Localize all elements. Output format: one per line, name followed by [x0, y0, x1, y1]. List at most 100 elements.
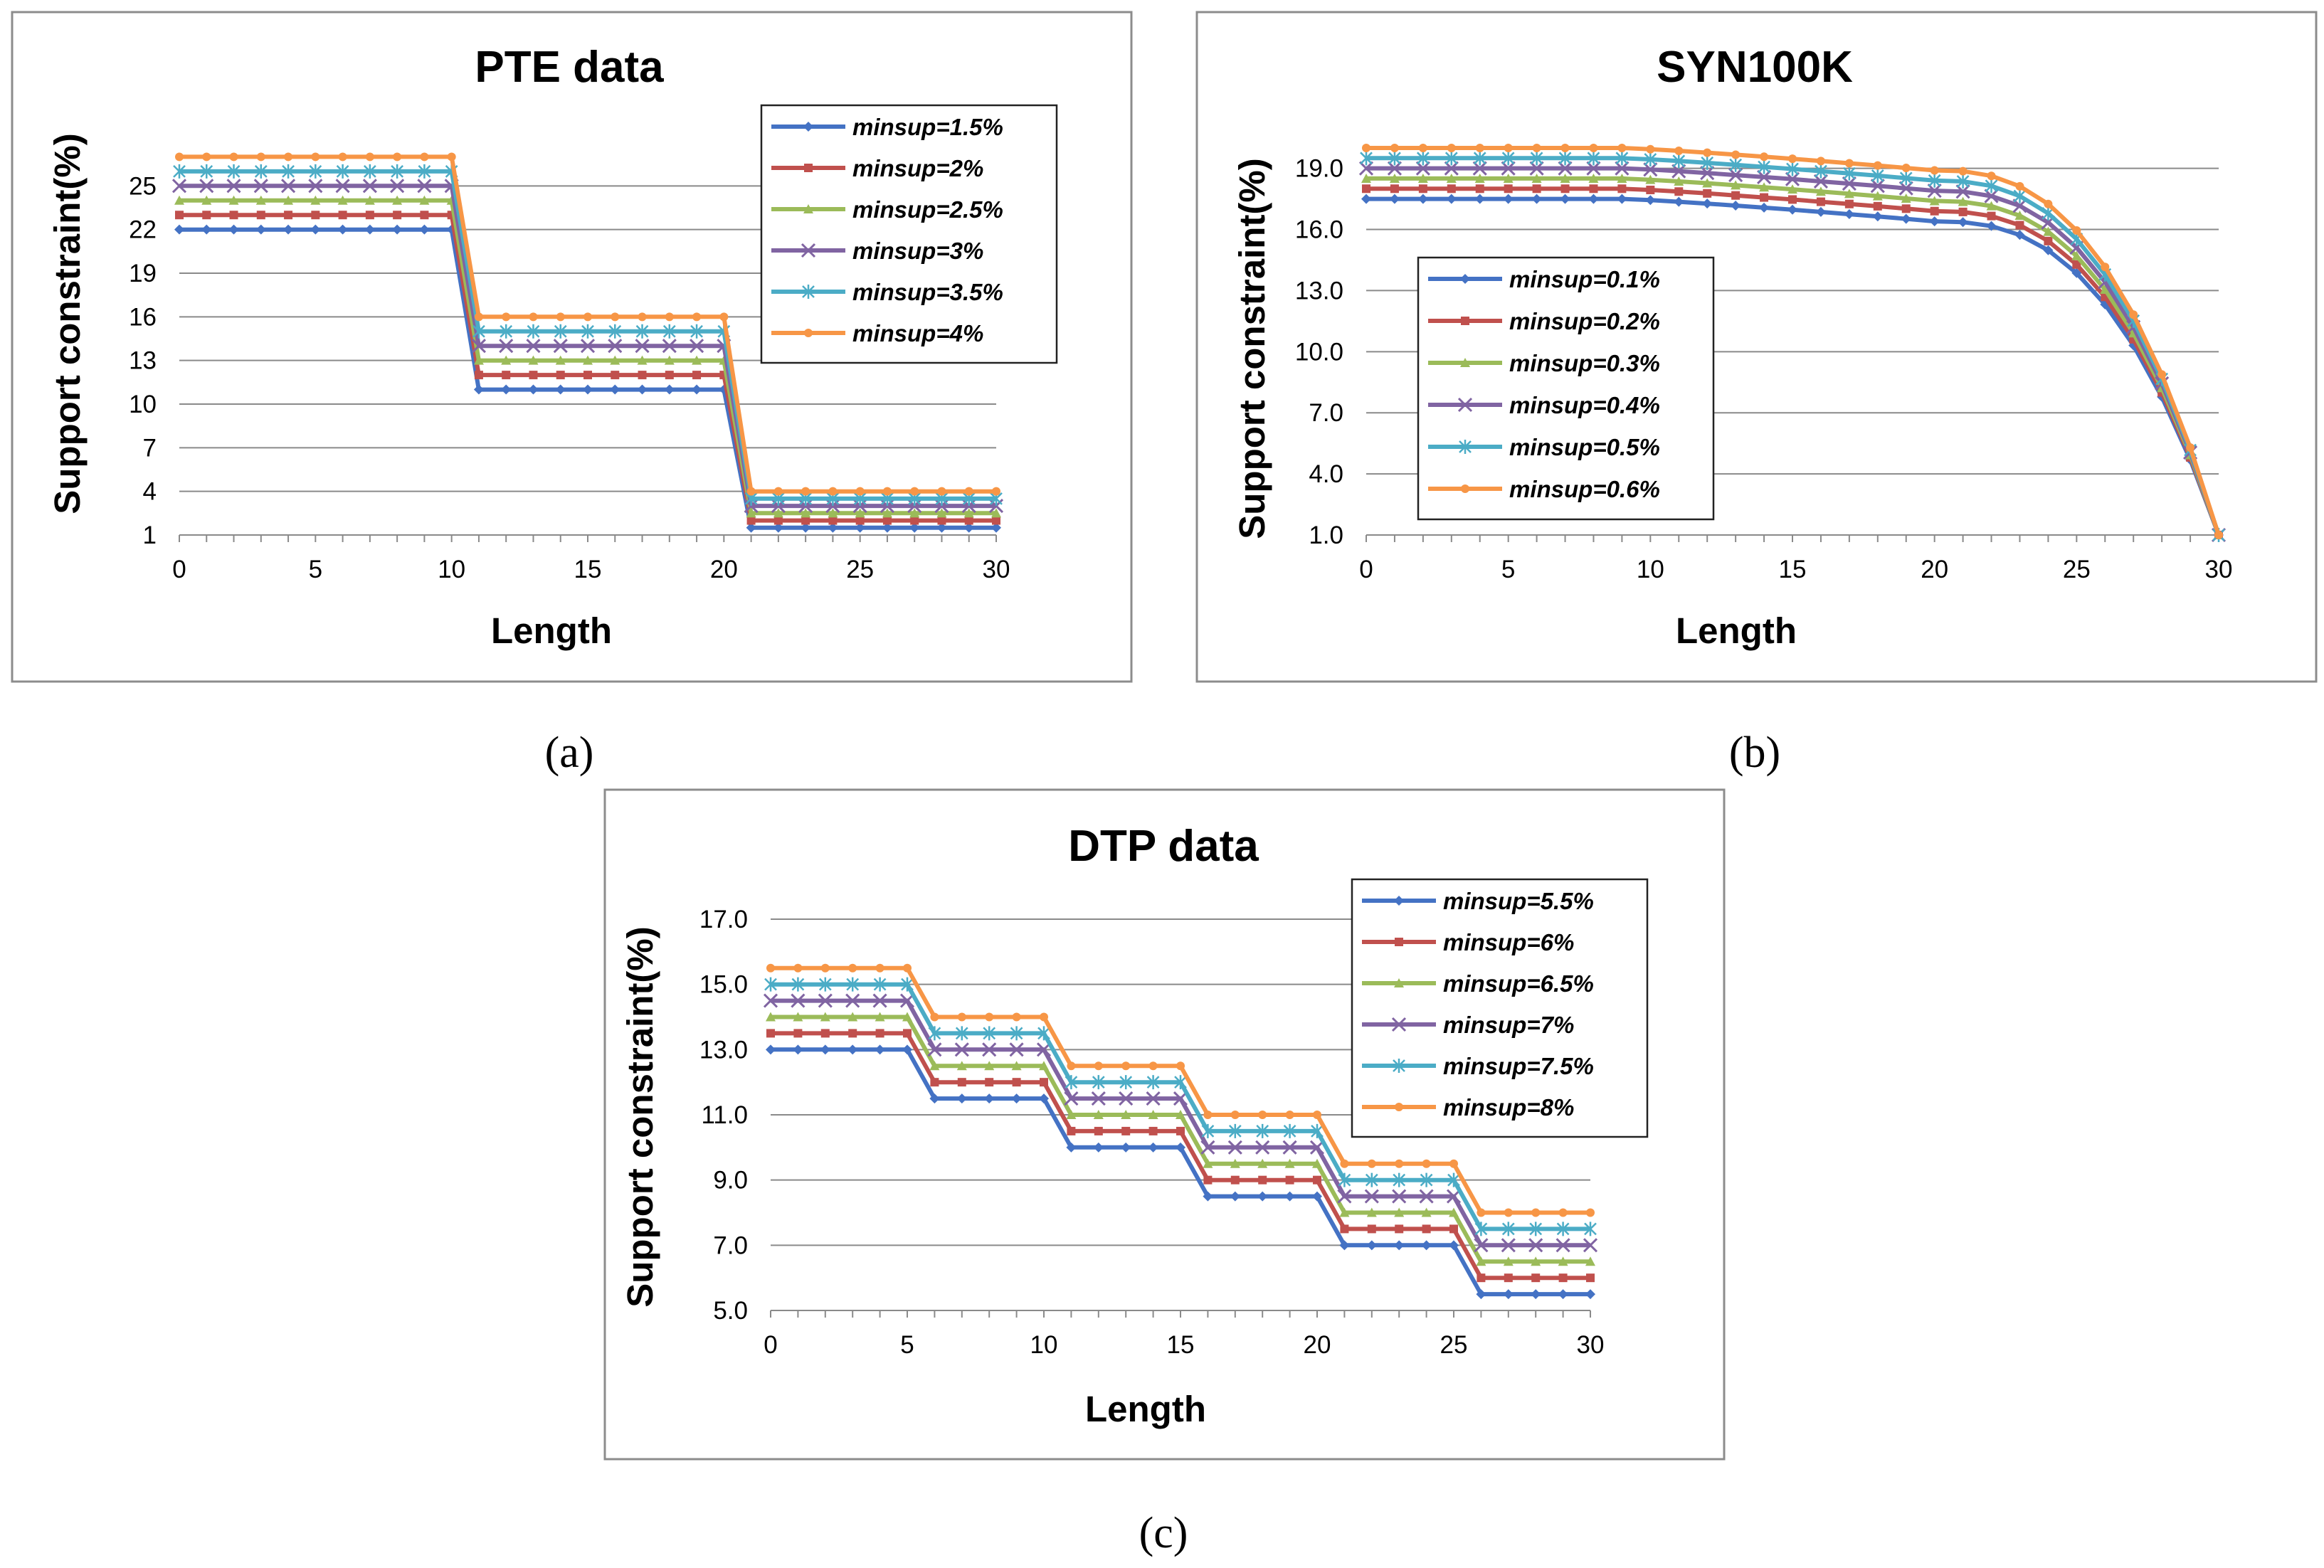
series-minsup=1.5%	[174, 224, 1001, 533]
data-point-marker	[473, 384, 484, 395]
data-point-marker	[1560, 144, 1570, 152]
data-point-marker	[1731, 180, 1741, 190]
x-tick-label: 10	[438, 556, 465, 583]
data-point-marker	[802, 285, 815, 299]
data-point-marker	[499, 339, 514, 354]
data-point-marker	[255, 195, 266, 205]
data-point-marker	[1504, 184, 1513, 194]
data-point-marker	[1587, 151, 1600, 166]
data-point-marker	[311, 152, 320, 161]
data-point-marker	[907, 499, 922, 514]
data-point-marker	[773, 516, 783, 525]
y-tick-label: 7.0	[1309, 399, 1343, 427]
series-minsup=0.6%	[1362, 144, 2223, 539]
data-point-marker	[930, 1078, 939, 1087]
data-point-marker	[1701, 155, 1714, 170]
legend-item: minsup=0.4%	[1428, 392, 1660, 418]
data-point-marker	[1898, 181, 1913, 196]
legend-label: minsup=5.5%	[1443, 888, 1594, 914]
data-point-marker	[961, 499, 976, 514]
data-point-marker	[635, 324, 649, 339]
data-point-marker	[1395, 1224, 1404, 1234]
data-point-marker	[311, 211, 320, 220]
data-point-marker	[417, 179, 432, 194]
data-point-marker	[828, 516, 838, 525]
data-point-marker	[1788, 154, 1797, 164]
data-point-marker	[171, 179, 187, 194]
data-point-marker	[803, 204, 813, 213]
data-point-marker	[764, 977, 777, 992]
legend-label: minsup=4%	[852, 320, 983, 346]
data-point-marker	[174, 195, 184, 205]
data-point-marker	[1786, 161, 1799, 176]
data-point-marker	[1421, 1207, 1432, 1217]
data-point-marker	[1258, 1111, 1267, 1119]
data-point-marker	[1415, 161, 1430, 176]
data-point-marker	[1257, 1191, 1268, 1202]
data-point-marker	[362, 179, 377, 194]
data-point-marker	[1284, 1158, 1295, 1168]
data-point-marker	[855, 522, 865, 533]
x-tick-label: 20	[1921, 556, 1948, 583]
data-point-marker	[1203, 1158, 1213, 1168]
data-point-marker	[1529, 161, 1544, 176]
data-point-marker	[1417, 194, 1428, 204]
data-point-marker	[964, 487, 973, 496]
data-point-marker	[474, 371, 483, 380]
data-point-marker	[804, 164, 813, 172]
data-point-marker	[1504, 144, 1513, 152]
legend-label: minsup=0.4%	[1509, 392, 1660, 418]
data-point-marker	[1230, 1111, 1240, 1119]
data-point-marker	[1362, 144, 1370, 152]
data-point-marker	[1728, 168, 1743, 183]
data-point-marker	[1313, 1111, 1321, 1119]
data-point-marker	[1312, 1191, 1322, 1202]
data-point-marker	[1447, 144, 1456, 152]
x-tick-label: 25	[846, 556, 874, 583]
data-point-marker	[1421, 1240, 1432, 1251]
data-point-marker	[873, 977, 887, 992]
data-point-marker	[1040, 1012, 1048, 1022]
data-point-marker	[1444, 161, 1459, 176]
data-point-marker	[1366, 1207, 1377, 1217]
data-point-marker	[338, 152, 347, 161]
data-point-marker	[880, 499, 894, 514]
data-point-marker	[1558, 1273, 1568, 1283]
data-point-marker	[1066, 1110, 1077, 1119]
data-point-marker	[1389, 173, 1400, 183]
data-point-marker	[937, 487, 946, 496]
chart-panel-c: DTP data 5.0 7.0 9.0 11.0 13.0 15.0 17.0 0 5 10 1…	[603, 788, 1726, 1557]
legend-item: minsup=6%	[1362, 929, 1574, 955]
data-point-marker	[1475, 184, 1484, 194]
x-tick-label: 25	[2063, 556, 2091, 583]
data-point-marker	[936, 522, 947, 533]
data-point-marker	[1446, 173, 1457, 183]
data-point-marker	[338, 211, 347, 220]
legend-box	[760, 104, 1058, 364]
data-point-marker	[1360, 151, 1373, 166]
data-point-marker	[1504, 1273, 1513, 1283]
legend-item: minsup=0.2%	[1428, 308, 1660, 334]
data-point-marker	[1503, 1256, 1514, 1266]
data-point-marker	[1009, 1042, 1024, 1057]
data-point-marker	[1393, 1172, 1406, 1187]
data-point-marker	[1700, 166, 1715, 181]
legend-label: minsup=0.5%	[1509, 434, 1660, 460]
data-point-marker	[692, 355, 702, 365]
data-point-marker	[1586, 1208, 1595, 1217]
data-point-marker	[903, 1029, 912, 1038]
data-point-marker	[1339, 1207, 1350, 1217]
data-point-marker	[1444, 151, 1458, 166]
data-point-marker	[1815, 206, 1826, 217]
data-point-marker	[1617, 173, 1627, 183]
data-point-marker	[1472, 161, 1487, 176]
y-tick-label: 13.0	[1295, 277, 1343, 304]
legend-label: minsup=0.2%	[1509, 308, 1660, 334]
data-point-marker	[773, 508, 783, 518]
data-point-marker	[1176, 1110, 1185, 1119]
data-point-marker	[1094, 1061, 1103, 1071]
y-tick-label: 19	[129, 260, 157, 287]
chart-title-b: SYN100K	[1657, 43, 1853, 92]
data-point-marker	[1011, 1061, 1022, 1071]
data-point-marker	[1758, 159, 1770, 174]
